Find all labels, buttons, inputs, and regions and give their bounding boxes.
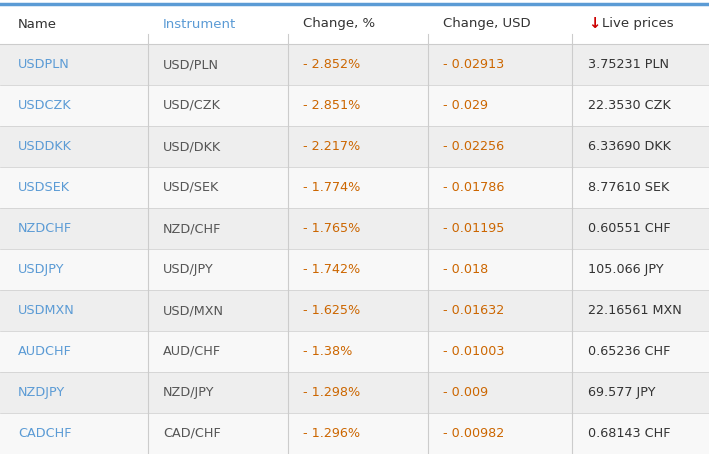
- Text: - 1.765%: - 1.765%: [303, 222, 360, 235]
- Text: USDDKK: USDDKK: [18, 140, 72, 153]
- Text: CADCHF: CADCHF: [18, 427, 72, 440]
- Text: - 1.296%: - 1.296%: [303, 427, 360, 440]
- Bar: [0, 44, 709, 85]
- Bar: [0, 126, 709, 167]
- Text: AUD/CHF: AUD/CHF: [163, 345, 221, 358]
- Text: USD/SEK: USD/SEK: [163, 181, 219, 194]
- Text: 0.60551 CHF: 0.60551 CHF: [588, 222, 671, 235]
- Bar: [0, 249, 709, 290]
- Bar: [0, 372, 709, 413]
- Text: NZDCHF: NZDCHF: [18, 222, 72, 235]
- Text: Live prices: Live prices: [602, 18, 674, 30]
- Text: USD/PLN: USD/PLN: [163, 58, 219, 71]
- Text: 6.33690 DKK: 6.33690 DKK: [588, 140, 671, 153]
- Text: 8.77610 SEK: 8.77610 SEK: [588, 181, 669, 194]
- Text: USD/DKK: USD/DKK: [163, 140, 221, 153]
- Text: USDJPY: USDJPY: [18, 263, 65, 276]
- Text: 3.75231 PLN: 3.75231 PLN: [588, 58, 669, 71]
- Text: - 1.742%: - 1.742%: [303, 263, 360, 276]
- Text: 22.3530 CZK: 22.3530 CZK: [588, 99, 671, 112]
- Text: Instrument: Instrument: [163, 18, 236, 30]
- Text: USDMXN: USDMXN: [18, 304, 74, 317]
- Text: - 0.01195: - 0.01195: [443, 222, 504, 235]
- Text: - 0.01632: - 0.01632: [443, 304, 504, 317]
- Text: - 1.625%: - 1.625%: [303, 304, 360, 317]
- Text: Change, %: Change, %: [303, 18, 375, 30]
- Text: - 1.298%: - 1.298%: [303, 386, 360, 399]
- Text: - 0.01003: - 0.01003: [443, 345, 505, 358]
- Bar: [0, 208, 709, 249]
- Bar: [0, 290, 709, 331]
- Text: - 1.38%: - 1.38%: [303, 345, 352, 358]
- Text: 0.65236 CHF: 0.65236 CHF: [588, 345, 671, 358]
- Text: AUDCHF: AUDCHF: [18, 345, 72, 358]
- Text: USD/JPY: USD/JPY: [163, 263, 213, 276]
- Text: - 0.02256: - 0.02256: [443, 140, 504, 153]
- Text: Name: Name: [18, 18, 57, 30]
- Text: NZD/JPY: NZD/JPY: [163, 386, 215, 399]
- Text: - 2.851%: - 2.851%: [303, 99, 360, 112]
- Text: - 1.774%: - 1.774%: [303, 181, 360, 194]
- Bar: [0, 85, 709, 126]
- Bar: [0, 331, 709, 372]
- Text: 105.066 JPY: 105.066 JPY: [588, 263, 664, 276]
- Text: 69.577 JPY: 69.577 JPY: [588, 386, 656, 399]
- Text: USDPLN: USDPLN: [18, 58, 69, 71]
- Text: NZDJPY: NZDJPY: [18, 386, 65, 399]
- Text: USDSEK: USDSEK: [18, 181, 70, 194]
- Text: - 0.00982: - 0.00982: [443, 427, 504, 440]
- Text: 0.68143 CHF: 0.68143 CHF: [588, 427, 671, 440]
- Text: NZD/CHF: NZD/CHF: [163, 222, 221, 235]
- Text: - 0.01786: - 0.01786: [443, 181, 504, 194]
- Text: 22.16561 MXN: 22.16561 MXN: [588, 304, 682, 317]
- Text: - 2.852%: - 2.852%: [303, 58, 360, 71]
- Text: USD/MXN: USD/MXN: [163, 304, 224, 317]
- Bar: [0, 167, 709, 208]
- Text: Change, USD: Change, USD: [443, 18, 530, 30]
- Text: - 2.217%: - 2.217%: [303, 140, 360, 153]
- Text: - 0.018: - 0.018: [443, 263, 489, 276]
- Text: USD/CZK: USD/CZK: [163, 99, 221, 112]
- Text: USDCZK: USDCZK: [18, 99, 72, 112]
- Text: CAD/CHF: CAD/CHF: [163, 427, 220, 440]
- Bar: [0, 413, 709, 454]
- Text: - 0.009: - 0.009: [443, 386, 488, 399]
- Text: ↓: ↓: [588, 16, 601, 31]
- Text: - 0.029: - 0.029: [443, 99, 488, 112]
- Text: - 0.02913: - 0.02913: [443, 58, 504, 71]
